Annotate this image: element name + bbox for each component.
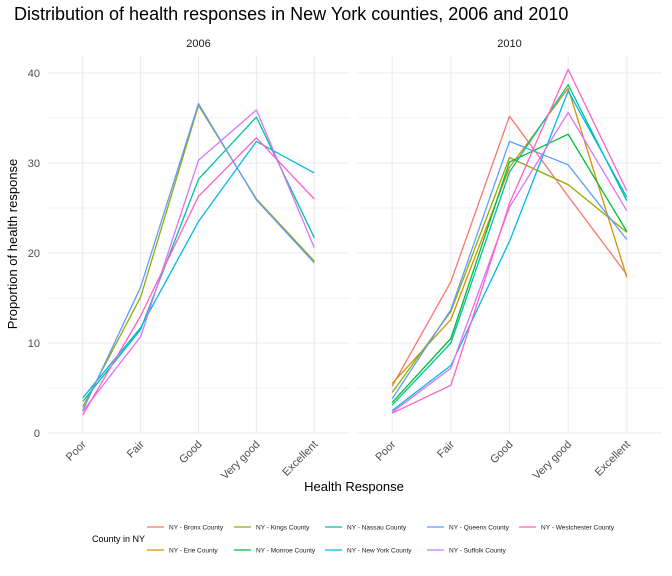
x-tick-label: Good xyxy=(488,439,516,467)
x-tick-label: Very good xyxy=(531,439,575,483)
series-line xyxy=(391,133,628,403)
x-tick-label: Poor xyxy=(64,438,89,463)
x-tick-label: Good xyxy=(177,439,205,467)
y-tick-label: 10 xyxy=(28,338,40,350)
y-tick-label: 0 xyxy=(34,428,40,440)
series-line xyxy=(391,140,628,400)
legend-label: NY - Westchester County xyxy=(541,525,615,532)
panel-strip-label: 2006 xyxy=(186,38,210,50)
series-line xyxy=(82,109,315,412)
series-line xyxy=(391,87,628,384)
y-tick-label: 40 xyxy=(28,68,40,80)
legend-title: County in NY xyxy=(92,534,145,544)
legend-label: NY - Queens County xyxy=(449,525,510,532)
legend-label: NY - New York County xyxy=(347,548,412,555)
legend-label: NY - Bronx County xyxy=(169,525,224,532)
x-tick-label: Fair xyxy=(125,438,147,460)
x-axis-title: Health Response xyxy=(304,479,404,494)
x-tick-label: Excellent xyxy=(280,439,320,479)
legend-label: NY - Nassau County xyxy=(347,525,407,532)
y-axis-title: Proportion of health response xyxy=(5,159,20,330)
series-line xyxy=(82,140,315,399)
series-line xyxy=(82,137,315,416)
chart-title: Distribution of health responses in New … xyxy=(14,4,569,24)
y-tick-label: 20 xyxy=(28,248,40,260)
x-tick-label: Poor xyxy=(373,438,398,463)
series-line xyxy=(391,68,628,414)
series-line xyxy=(391,84,628,406)
series-line xyxy=(82,102,315,411)
panel-strip-label: 2010 xyxy=(497,38,521,50)
series-line xyxy=(391,90,628,412)
legend-label: NY - Monroe County xyxy=(256,548,316,555)
y-tick-label: 30 xyxy=(28,158,40,170)
legend-label: NY - Kings County xyxy=(256,525,310,532)
series-line xyxy=(391,115,628,387)
series-line xyxy=(391,111,628,413)
x-tick-label: Excellent xyxy=(593,439,633,479)
legend-label: NY - Erie County xyxy=(169,548,218,555)
x-tick-label: Fair xyxy=(435,438,457,460)
legend-label: NY - Suffolk County xyxy=(449,548,507,555)
x-tick-label: Very good xyxy=(219,439,263,483)
